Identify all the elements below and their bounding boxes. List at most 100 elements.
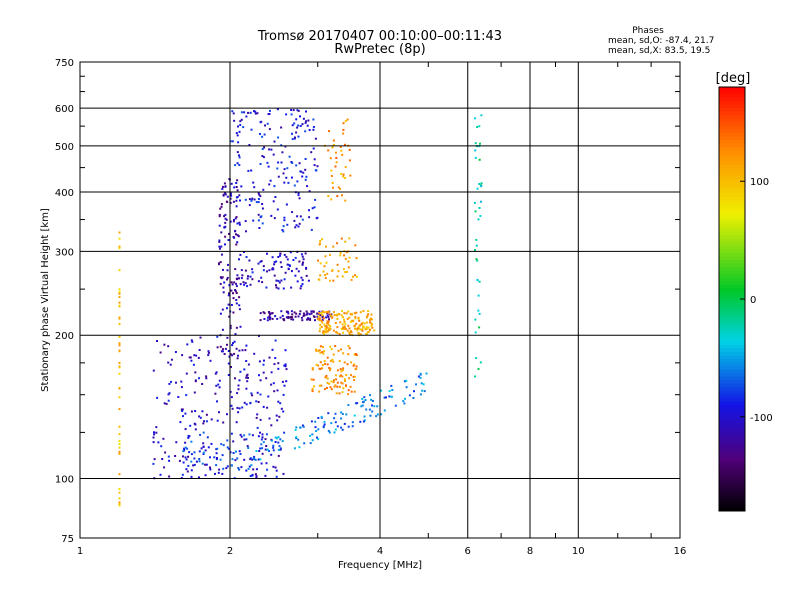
scatter-point [162,437,165,440]
scatter-point [240,435,243,438]
scatter-point [207,354,210,357]
scatter-point [238,154,240,157]
scatter-point [332,360,335,363]
scatter-point [356,402,359,405]
scatter-point [475,238,478,241]
scatter-point [277,362,280,365]
colorbar-segment [719,503,745,508]
scatter-point [279,438,282,441]
scatter-point [334,374,337,377]
scatter-point [309,434,312,437]
scatter-point [349,174,352,177]
scatter-point [283,253,286,256]
phase-info-title: Phases [632,26,664,36]
scatter-point [342,122,345,125]
scatter-point [118,446,121,449]
y-tick-label: 75 [61,534,74,545]
scatter-point [353,375,356,378]
scatter-point [180,477,183,479]
scatter-point [235,233,237,236]
scatter-point [282,393,285,396]
scatter-point [284,271,287,274]
colorbar-segment [719,182,745,187]
scatter-point [325,325,328,328]
scatter-point [290,286,293,289]
scatter-point [285,255,288,258]
scatter-point [333,314,336,317]
scatter-point [163,466,166,469]
colorbar-segment [719,405,745,410]
colorbar-segment [719,256,745,261]
scatter-point [247,111,249,114]
scatter-point [305,310,308,313]
scatter-point [353,312,356,315]
scatter-point [370,313,373,316]
scatter-point [474,156,477,159]
scatter-point [351,421,354,424]
scatter-point [272,268,275,271]
colorbar-segment [719,458,745,463]
scatter-point [415,383,417,386]
scatter-point [219,345,222,348]
scatter-point [283,278,286,281]
scatter-point [367,331,370,334]
scatter-point [204,449,207,452]
scatter-point [338,332,341,335]
scatter-point [405,379,408,382]
scatter-point [201,462,204,465]
scatter-point [221,472,224,475]
scatter-point [215,371,218,374]
scatter-point [233,186,236,189]
colorbar-segment [719,203,745,208]
scatter-point [182,415,184,418]
scatter-point [300,170,303,173]
x-tick-label: 1 [77,546,83,557]
scatter-point [118,452,121,455]
scatter-point [307,317,309,320]
scatter-point [334,421,337,424]
scatter-point [365,327,368,330]
scatter-point [193,391,196,394]
scatter-point [475,258,478,261]
colorbar-segment [719,313,745,318]
scatter-point [302,261,304,264]
scatter-point [344,380,346,382]
scatter-point [371,404,373,407]
scatter-point [331,269,334,272]
scatter-point [478,326,481,329]
scatter-point [313,206,316,209]
colorbar-segment [719,323,745,328]
scatter-point [359,311,362,314]
scatter-point [254,110,257,113]
scatter-point [368,328,371,331]
scatter-point [317,349,320,352]
scatter-point [276,167,279,170]
scatter-point [180,380,183,383]
scatter-point [272,444,275,447]
scatter-point [298,162,301,165]
scatter-point [354,274,356,277]
scatter-point [353,363,356,366]
scatter-point [293,447,296,450]
colorbar-segment [719,316,745,321]
colorbar-segment [719,489,745,494]
scatter-point [262,363,265,366]
scatter-point [334,345,337,347]
colorbar-segment [719,288,745,293]
scatter-point [206,436,209,439]
scatter-point [270,371,273,374]
scatter-point [323,423,326,426]
scatter-point [274,466,277,469]
scatter-point [350,278,353,281]
scatter-point [311,433,314,436]
scatter-points [118,108,483,507]
scatter-point [118,304,121,307]
scatter-point [257,280,260,283]
scatter-point [290,109,293,111]
scatter-point [354,353,357,355]
scatter-point [238,223,241,226]
scatter-point [324,362,327,365]
colorbar-segment [719,330,745,335]
scatter-point [268,417,271,420]
scatter-point [167,399,170,402]
